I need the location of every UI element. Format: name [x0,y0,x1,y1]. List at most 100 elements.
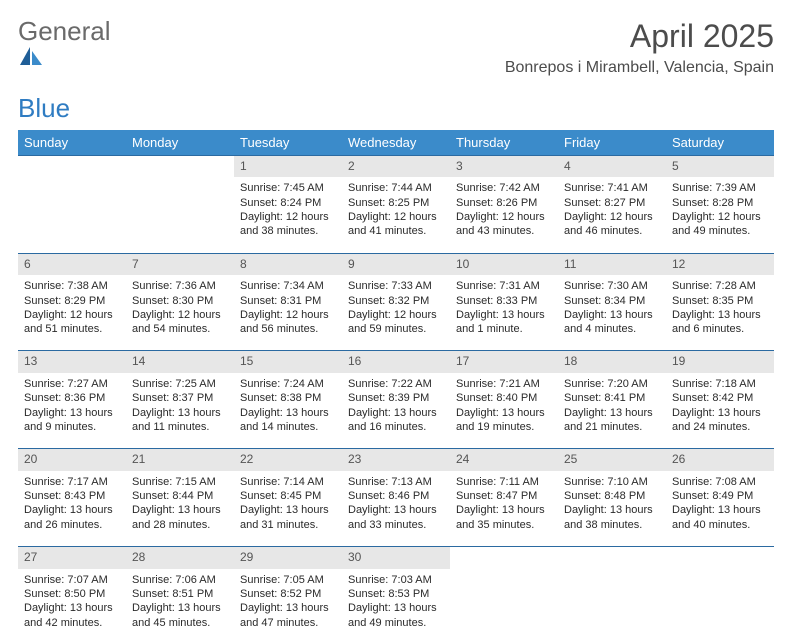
sunrise-line: Sunrise: 7:22 AM [348,377,444,391]
daylight-line: Daylight: 13 hours and 28 minutes. [132,503,228,532]
daynum-row: 12345 [18,155,774,177]
sunset-line: Sunset: 8:52 PM [240,587,336,601]
empty-daynum [126,155,234,177]
day-number: 25 [558,449,666,471]
sunrise-line: Sunrise: 7:11 AM [456,475,552,489]
day-number: 8 [234,253,342,275]
sail-icon [18,45,111,67]
sunset-line: Sunset: 8:47 PM [456,489,552,503]
sunset-line: Sunset: 8:24 PM [240,196,336,210]
weekday-wed: Wednesday [342,130,450,156]
day-cell: Sunrise: 7:27 AMSunset: 8:36 PMDaylight:… [18,373,126,449]
day-number: 9 [342,253,450,275]
sunrise-line: Sunrise: 7:42 AM [456,181,552,195]
daylight-line: Daylight: 13 hours and 24 minutes. [672,406,768,435]
day-cell: Sunrise: 7:17 AMSunset: 8:43 PMDaylight:… [18,471,126,547]
daylight-line: Daylight: 13 hours and 42 minutes. [24,601,120,630]
daylight-line: Daylight: 13 hours and 16 minutes. [348,406,444,435]
sunset-line: Sunset: 8:36 PM [24,391,120,405]
day-number: 24 [450,449,558,471]
daylight-line: Daylight: 12 hours and 41 minutes. [348,210,444,239]
weekday-sun: Sunday [18,130,126,156]
day-number: 23 [342,449,450,471]
empty-cell [18,177,126,253]
sunrise-line: Sunrise: 7:15 AM [132,475,228,489]
day-number: 22 [234,449,342,471]
weekday-mon: Monday [126,130,234,156]
sunset-line: Sunset: 8:26 PM [456,196,552,210]
content-row: Sunrise: 7:38 AMSunset: 8:29 PMDaylight:… [18,275,774,351]
empty-daynum [450,547,558,569]
daylight-line: Daylight: 13 hours and 45 minutes. [132,601,228,630]
sunset-line: Sunset: 8:39 PM [348,391,444,405]
day-number: 13 [18,351,126,373]
daylight-line: Daylight: 12 hours and 43 minutes. [456,210,552,239]
weekday-sat: Saturday [666,130,774,156]
empty-cell [666,569,774,644]
daylight-line: Daylight: 13 hours and 33 minutes. [348,503,444,532]
daylight-line: Daylight: 12 hours and 46 minutes. [564,210,660,239]
sunset-line: Sunset: 8:46 PM [348,489,444,503]
day-cell: Sunrise: 7:28 AMSunset: 8:35 PMDaylight:… [666,275,774,351]
sunset-line: Sunset: 8:25 PM [348,196,444,210]
sunset-line: Sunset: 8:32 PM [348,294,444,308]
sunset-line: Sunset: 8:45 PM [240,489,336,503]
sunset-line: Sunset: 8:28 PM [672,196,768,210]
sunrise-line: Sunrise: 7:03 AM [348,573,444,587]
day-cell: Sunrise: 7:41 AMSunset: 8:27 PMDaylight:… [558,177,666,253]
sunrise-line: Sunrise: 7:38 AM [24,279,120,293]
day-cell: Sunrise: 7:11 AMSunset: 8:47 PMDaylight:… [450,471,558,547]
sunset-line: Sunset: 8:48 PM [564,489,660,503]
content-row: Sunrise: 7:27 AMSunset: 8:36 PM Daylight:… [18,373,774,449]
day-number: 16 [342,351,450,373]
day-number: 7 [126,253,234,275]
sunset-line: Sunset: 8:51 PM [132,587,228,601]
daylight-line: Daylight: 12 hours and 56 minutes. [240,308,336,337]
sunrise-line: Sunrise: 7:31 AM [456,279,552,293]
day-number: 3 [450,155,558,177]
sunrise-line: Sunrise: 7:33 AM [348,279,444,293]
daylight-line: Daylight: 13 hours and 26 minutes. [24,503,120,532]
day-number: 30 [342,547,450,569]
day-number: 6 [18,253,126,275]
sunset-line: Sunset: 8:37 PM [132,391,228,405]
sunrise-line: Sunrise: 7:20 AM [564,377,660,391]
daylight-line: Daylight: 13 hours and 1 minute. [456,308,552,337]
sunset-line: Sunset: 8:42 PM [672,391,768,405]
daylight-line: Daylight: 13 hours and 11 minutes. [132,406,228,435]
day-cell: Sunrise: 7:08 AMSunset: 8:49 PMDaylight:… [666,471,774,547]
empty-daynum [666,547,774,569]
sunrise-line: Sunrise: 7:34 AM [240,279,336,293]
sunrise-line: Sunrise: 7:39 AM [672,181,768,195]
sunset-line: Sunset: 8:30 PM [132,294,228,308]
weekday-header-row: Sunday Monday Tuesday Wednesday Thursday… [18,130,774,156]
sunrise-line: Sunrise: 7:14 AM [240,475,336,489]
day-number: 19 [666,351,774,373]
day-cell: Sunrise: 7:45 AMSunset: 8:24 PMDaylight:… [234,177,342,253]
sunset-line: Sunset: 8:35 PM [672,294,768,308]
weekday-tue: Tuesday [234,130,342,156]
calendar-table: Sunday Monday Tuesday Wednesday Thursday… [18,130,774,644]
sunrise-line: Sunrise: 7:27 AM [24,377,120,391]
calendar-body: 12345Sunrise: 7:45 AMSunset: 8:24 PMDayl… [18,155,774,643]
day-number: 20 [18,449,126,471]
empty-daynum [18,155,126,177]
day-cell: Sunrise: 7:21 AMSunset: 8:40 PMDaylight:… [450,373,558,449]
day-number: 4 [558,155,666,177]
daynum-row: 20212223242526 [18,449,774,471]
sunset-line: Sunset: 8:49 PM [672,489,768,503]
page-title: April 2025 [505,18,774,55]
logo-word-2: Blue [18,93,70,123]
day-cell: Sunrise: 7:34 AMSunset: 8:31 PMDaylight:… [234,275,342,351]
daylight-line: Daylight: 13 hours and 49 minutes. [348,601,444,630]
daylight-line: Daylight: 13 hours and 6 minutes. [672,308,768,337]
sunrise-line: Sunrise: 7:13 AM [348,475,444,489]
sunrise-line: Sunrise: 7:06 AM [132,573,228,587]
empty-cell [126,177,234,253]
logo: General Blue [18,18,111,122]
day-cell: Sunrise: 7:20 AMSunset: 8:41 PMDaylight:… [558,373,666,449]
sunset-line: Sunset: 8:33 PM [456,294,552,308]
empty-daynum [558,547,666,569]
location: Bonrepos i Mirambell, Valencia, Spain [505,59,774,77]
day-cell: Sunrise: 7:07 AMSunset: 8:50 PMDaylight:… [18,569,126,644]
